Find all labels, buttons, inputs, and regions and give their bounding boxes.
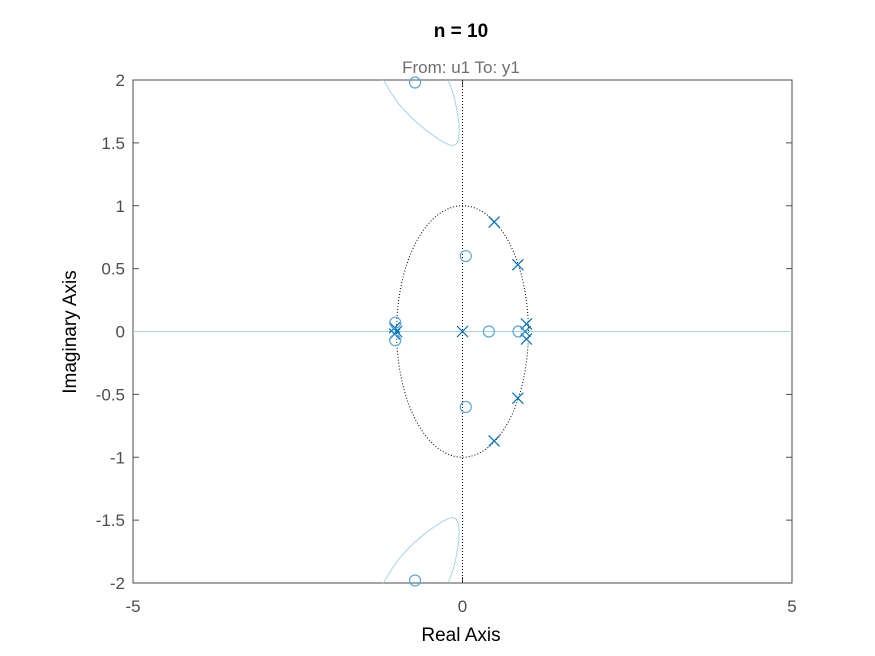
y-tick-label: 0 xyxy=(116,323,125,342)
y-tick-label: 1 xyxy=(116,197,125,216)
zero-marker xyxy=(389,316,402,329)
zero-marker xyxy=(408,76,422,89)
zero-marker xyxy=(408,574,422,587)
locus-branch xyxy=(383,79,460,146)
y-tick-label: 1.5 xyxy=(101,134,125,153)
zero-marker xyxy=(459,249,472,263)
x-tick-label: -5 xyxy=(125,597,140,616)
pole-marker xyxy=(456,325,469,338)
y-tick-label: 2 xyxy=(116,71,125,90)
zero-marker xyxy=(512,325,525,338)
y-tick-label: -1.5 xyxy=(96,511,125,530)
pole-marker xyxy=(511,392,524,405)
chart-title: n = 10 xyxy=(434,21,488,42)
y-tick-label: -1 xyxy=(110,448,125,467)
zero-marker xyxy=(459,400,472,414)
y-tick-label: -2 xyxy=(110,574,125,593)
chart-subtitle: From: u1 To: y1 xyxy=(402,58,520,77)
x-axis-label: Real Axis xyxy=(421,625,500,646)
pole-marker xyxy=(519,325,532,338)
y-axis-label: Imaginary Axis xyxy=(60,270,81,394)
y-tick-label: -0.5 xyxy=(96,385,125,404)
locus-branch xyxy=(383,517,460,584)
pole-marker xyxy=(488,434,501,447)
plot-area: -5 0 5 -2 -1.5 -1 -0.5 0 0.5 1 1.5 2 xyxy=(96,71,797,616)
pole-marker xyxy=(511,258,524,271)
pole-marker xyxy=(488,216,501,229)
zero-marker xyxy=(389,334,402,347)
x-tick-label: 5 xyxy=(787,597,796,616)
zero-marker xyxy=(482,325,495,338)
y-tick-label: 0.5 xyxy=(101,260,125,279)
x-tick-label: 0 xyxy=(458,597,467,616)
